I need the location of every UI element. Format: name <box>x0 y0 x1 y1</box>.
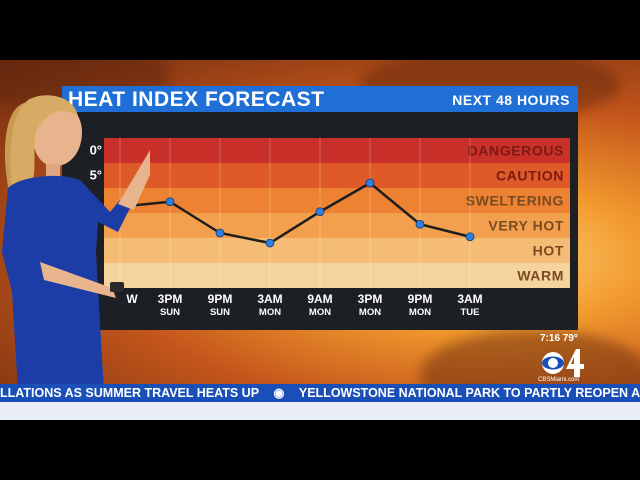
band-label: DANGEROUS <box>468 143 564 159</box>
chart-subtitle: NEXT 48 HOURS <box>452 92 570 108</box>
series-line <box>119 181 471 245</box>
band-label: VERY HOT <box>488 218 564 234</box>
data-point <box>215 228 225 238</box>
x-tick-day: SUN <box>160 307 180 318</box>
x-tick-day: TUE <box>461 307 480 318</box>
x-tick-day: MON <box>259 307 281 318</box>
x-tick-time: 3PM <box>358 292 383 306</box>
clock-time: 7:16 <box>540 333 561 344</box>
band-group: DANGEROUS CAUTION SWELTERING VERY HOT HOT WAR… <box>104 138 570 288</box>
data-point <box>265 238 275 248</box>
band-label: CAUTION <box>496 168 564 184</box>
band-warm <box>104 263 570 288</box>
x-tick-time: 9PM <box>408 292 433 306</box>
series-line-group <box>119 181 471 245</box>
news-ticker: LLATIONS AS SUMMER TRAVEL HEATS UP ◉ YEL… <box>0 384 640 402</box>
band-axis-labels: 0° 5° <box>90 143 102 183</box>
chart-title: HEAT INDEX FORECAST <box>68 88 325 111</box>
x-tick-time: 9PM <box>208 292 233 306</box>
point-group <box>115 178 475 248</box>
x-tick-day: MON <box>359 307 381 318</box>
band-hot <box>104 238 570 263</box>
data-point <box>165 197 175 207</box>
band-label: SWELTERING <box>466 193 564 209</box>
data-point <box>465 232 475 242</box>
presenter-figure <box>2 95 150 392</box>
x-tick-time: 3PM <box>158 292 183 306</box>
band-very-hot <box>104 213 570 238</box>
title-bar <box>62 86 578 112</box>
x-axis-labels: W 3PMSUN9PMSUN3AMMON9AMMON3PMMON9PMMON3AM… <box>126 292 482 318</box>
clock-temp: 7:16 79° <box>540 333 578 344</box>
band-label: HOT <box>533 243 564 259</box>
band-caution <box>104 163 570 188</box>
ticker-item: YELLOWSTONE NATIONAL PARK TO PARTLY REOP… <box>298 386 640 400</box>
x-tick-time: 3AM <box>457 292 482 306</box>
ticker-separator-icon: ◉ <box>273 386 285 400</box>
x-tick-time: 3AM <box>257 292 282 306</box>
x-tick-day: MON <box>309 307 331 318</box>
ticker-item: LLATIONS AS SUMMER TRAVEL HEATS UP <box>0 386 260 400</box>
station-url: CBSMiami.com <box>538 377 580 383</box>
current-temp: 79° <box>562 333 578 344</box>
cbs4-logo <box>542 349 584 377</box>
x-tick-day: MON <box>409 307 431 318</box>
band-axis-label: 5° <box>90 168 102 183</box>
band-axis-label: 0° <box>90 143 102 158</box>
ticker-lower-strip <box>0 402 640 420</box>
x-tick-time: 9AM <box>307 292 332 306</box>
x-tick-day: SUN <box>210 307 230 318</box>
x-tick-time: W <box>126 292 138 306</box>
grid-lines <box>119 138 471 288</box>
data-point <box>365 178 375 188</box>
band-dangerous <box>104 138 570 163</box>
data-point <box>315 207 325 217</box>
data-point <box>415 219 425 229</box>
band-label: WARM <box>517 268 564 284</box>
